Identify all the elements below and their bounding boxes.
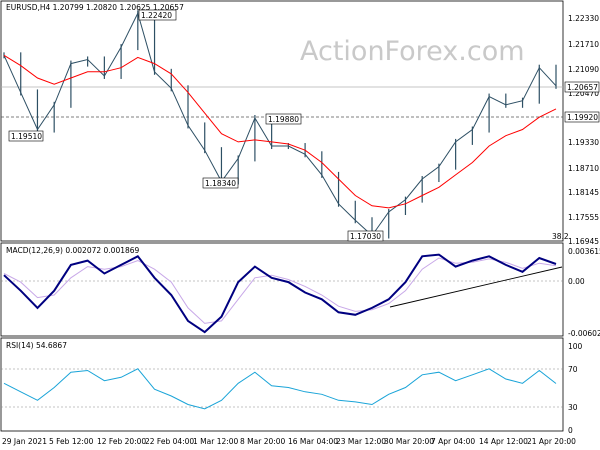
macd-ytick: -0.006026 xyxy=(568,329,600,338)
xtick: 16 Mar 04:00 xyxy=(288,437,338,446)
moving-average-line xyxy=(3,54,557,209)
ytick: 1.19330 xyxy=(568,138,599,147)
macd-line xyxy=(3,253,557,334)
svg-text:1.20657: 1.20657 xyxy=(567,83,598,92)
rsi-ytick: 70 xyxy=(568,365,578,374)
price-layer xyxy=(3,10,557,239)
xtick: 5 Feb 12:00 xyxy=(49,437,94,446)
level-price-tag: 1.19920 xyxy=(564,111,600,123)
rsi-line xyxy=(3,368,557,410)
annotation-low-3: 1.17030 xyxy=(347,230,384,242)
rsi-ytick: 30 xyxy=(568,403,578,412)
fib-label: 38.2 xyxy=(552,232,569,241)
watermark: ActionForex.com xyxy=(300,36,525,67)
ytick: 1.18145 xyxy=(568,188,599,197)
ytick: 1.22330 xyxy=(568,14,599,23)
price-axis: 1.22330 1.21710 1.21090 1.20470 1.19330 … xyxy=(568,14,599,246)
xtick: 7 Apr 04:00 xyxy=(431,437,475,446)
rsi-ytick: 0 xyxy=(568,426,573,435)
svg-text:1.19510: 1.19510 xyxy=(11,132,42,141)
main-header: EURUSD,H4 1.20799 1.20820 1.20625 1.2065… xyxy=(6,3,184,12)
svg-text:1.17030: 1.17030 xyxy=(350,232,381,241)
macd-panel-frame xyxy=(0,242,564,337)
ytick: 1.20470 xyxy=(568,89,599,98)
annotation-low-1: 1.19510 xyxy=(8,130,44,142)
macd-signal-line xyxy=(3,257,557,324)
annotation-low-2: 1.18340 xyxy=(202,177,239,189)
xtick: 22 Feb 04:00 xyxy=(145,437,194,446)
price-close-line xyxy=(3,11,557,237)
svg-text:1.19920: 1.19920 xyxy=(567,113,598,122)
ytick: 1.18710 xyxy=(568,164,599,173)
macd-layer xyxy=(3,253,557,334)
xtick: 1 Mar 12:00 xyxy=(193,437,239,446)
rsi-header: RSI(14) 54.6867 xyxy=(6,341,67,350)
macd-ytick: 0.003615 xyxy=(568,247,600,256)
ytick: 1.16945 xyxy=(568,237,599,246)
svg-text:1.19880: 1.19880 xyxy=(268,115,299,124)
xtick: 29 Jan 2021 xyxy=(2,437,47,446)
rsi-ytick: 100 xyxy=(568,342,583,351)
xtick: 30 Mar 20:00 xyxy=(384,437,434,446)
macd-header: MACD(12,26,9) 0.002072 0.001869 xyxy=(6,246,140,255)
ytick: 1.21710 xyxy=(568,40,599,49)
time-axis: 29 Jan 2021 5 Feb 12:00 12 Feb 20:00 22 … xyxy=(2,437,576,446)
rsi-layer xyxy=(3,368,557,410)
xtick: 14 Apr 12:00 xyxy=(479,437,528,446)
annotation-high: 1.22420 xyxy=(138,9,177,21)
svg-text:1.18340: 1.18340 xyxy=(205,179,236,188)
ytick: 1.21090 xyxy=(568,65,599,74)
xtick: 21 Apr 20:00 xyxy=(527,437,576,446)
main-panel-frame xyxy=(0,0,564,242)
xtick: 12 Feb 20:00 xyxy=(97,437,146,446)
macd-ytick: 0.00 xyxy=(568,277,585,286)
xtick: 23 Mar 12:00 xyxy=(336,437,386,446)
svg-text:1.22420: 1.22420 xyxy=(141,11,172,20)
last-price-tag: 1.20657 xyxy=(564,81,600,93)
ytick: 1.17555 xyxy=(568,213,599,222)
xtick: 8 Mar 20:00 xyxy=(240,437,286,446)
annotation-swing-high: 1.19880 xyxy=(265,113,302,125)
macd-trendline xyxy=(389,266,563,308)
rsi-panel-frame xyxy=(0,337,564,432)
